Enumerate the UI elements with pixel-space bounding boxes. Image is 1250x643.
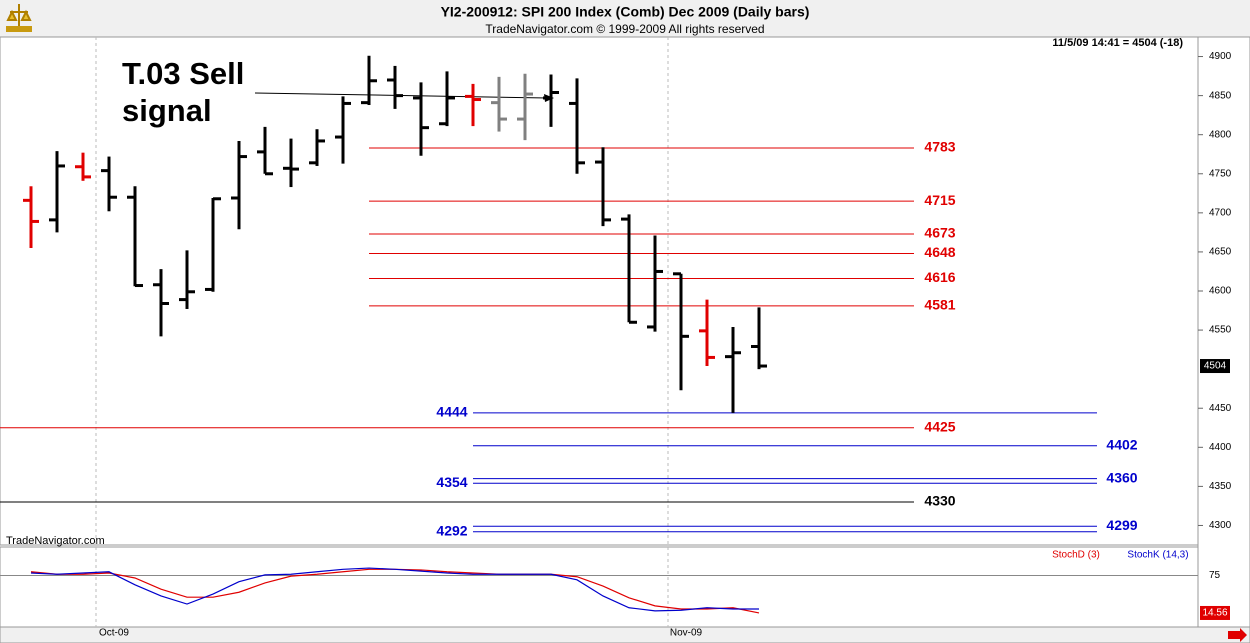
level-label: 4299 <box>1106 517 1137 533</box>
y-tick-label: 4800 <box>1209 129 1232 140</box>
level-label: 4354 <box>436 474 467 490</box>
last-value-box <box>1200 605 1230 620</box>
logo <box>6 4 32 32</box>
watermark: TradeNavigator.com <box>6 535 105 547</box>
annotation: signal <box>122 93 212 128</box>
level-label: 4648 <box>924 244 955 260</box>
annotation: T.03 Sell <box>122 56 244 91</box>
chart-title: YI2-200912: SPI 200 Index (Comb) Dec 200… <box>441 4 810 20</box>
stoch-line <box>30 567 759 612</box>
price-axis <box>1197 36 1250 628</box>
y-tick-label: 4700 <box>1209 207 1232 218</box>
level-label: 4444 <box>436 404 467 420</box>
date-axis <box>0 626 1250 643</box>
level-label: 4425 <box>924 418 955 434</box>
legend-label: StochD (3) <box>1052 550 1100 561</box>
y-tick-label: 75 <box>1209 570 1221 581</box>
y-tick-label: 4850 <box>1209 90 1232 101</box>
info-label: 11/5/09 14:41 = 4504 (-18) <box>1052 37 1183 49</box>
x-tick-label: Oct-09 <box>99 628 129 639</box>
legend-label: StochK (14,3) <box>1127 550 1188 561</box>
level-label: 4616 <box>924 269 955 285</box>
last-price-box <box>1200 359 1230 374</box>
y-tick-label: 4350 <box>1209 481 1232 492</box>
level-label: 4292 <box>436 522 467 538</box>
level-label: 4581 <box>924 297 955 313</box>
y-tick-label: 4400 <box>1209 442 1232 453</box>
level-label: 4402 <box>1106 436 1137 452</box>
y-tick-label: 4650 <box>1209 247 1232 258</box>
y-tick-label: 4750 <box>1209 168 1232 179</box>
y-tick-label: 4600 <box>1209 286 1232 297</box>
level-label: 4715 <box>924 192 955 208</box>
chart-subtitle: TradeNavigator.com © 1999-2009 All right… <box>485 22 764 36</box>
last-value-label: 14.56 <box>1202 608 1227 619</box>
level-label: 4360 <box>1106 469 1137 485</box>
y-tick-label: 4450 <box>1209 403 1232 414</box>
header <box>0 0 1250 37</box>
y-tick-label: 4550 <box>1209 325 1232 336</box>
scroll-arrow[interactable] <box>1228 628 1247 642</box>
level-label: 4673 <box>924 225 955 241</box>
y-tick-label: 4300 <box>1209 520 1232 531</box>
level-label: 4783 <box>924 139 955 155</box>
last-price-label: 4504 <box>1204 361 1227 372</box>
y-tick-label: 4900 <box>1209 51 1232 62</box>
level-label: 4330 <box>924 493 955 509</box>
x-tick-label: Nov-09 <box>670 628 703 639</box>
